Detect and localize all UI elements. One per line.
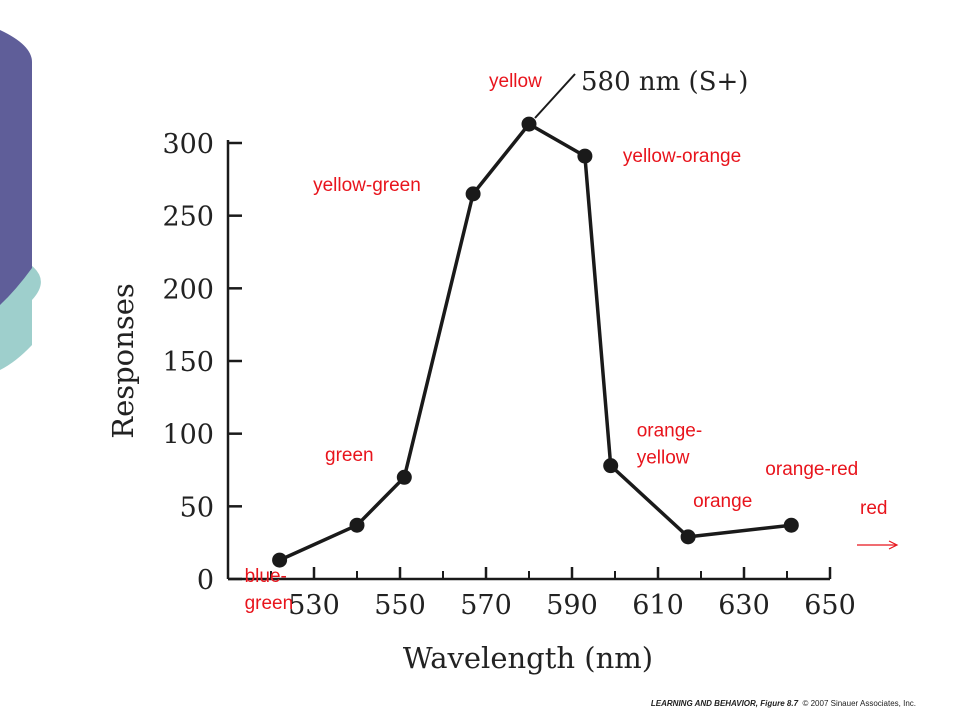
purple-accent-shape: [0, 30, 32, 305]
x-tick-label-6: 650: [804, 590, 856, 621]
color-labels: blue-green green yellow-green yellow yellow-…: [245, 71, 888, 614]
color-label-2: yellow-green: [313, 175, 421, 196]
data-point-5: [577, 148, 593, 164]
y-tick-label-6: 300: [162, 129, 214, 160]
y-tick-label-0: 0: [197, 565, 214, 596]
x-tick-label-1: 550: [374, 590, 426, 621]
y-tick-label-4: 200: [162, 274, 214, 305]
y-tick-label-5: 250: [162, 202, 214, 233]
data-point-8: [783, 517, 799, 533]
data-point-1: [349, 517, 365, 533]
x-tick-label-0: 530: [288, 590, 340, 621]
x-tick-label-3: 590: [546, 590, 598, 621]
x-tick-label-5: 630: [718, 590, 770, 621]
data-point-2: [396, 469, 412, 485]
x-tick-label-2: 570: [460, 590, 512, 621]
color-label-1: green: [325, 445, 374, 466]
color-label-6: orange: [693, 491, 752, 512]
data-point-3: [465, 186, 481, 202]
axes: [226, 140, 830, 581]
data-point-4: [521, 116, 537, 132]
color-label-5: orange-yellow: [637, 421, 703, 469]
y-tick-label-3: 150: [162, 347, 214, 378]
color-label-4: yellow-orange: [623, 146, 741, 167]
data-point-6: [603, 458, 619, 474]
color-label-8: red: [860, 498, 887, 519]
data-point-0: [272, 552, 288, 568]
color-label-0: blue-green: [245, 566, 294, 614]
figure-credit: LEARNING AND BEHAVIOR, Figure 8.7 © 2007…: [651, 699, 916, 708]
y-tick-label-1: 50: [180, 492, 214, 523]
red-arrow: [857, 540, 899, 550]
x-tick-label-4: 610: [632, 590, 684, 621]
red-arrow-head: [888, 540, 899, 550]
y-ticks: 0 50 100 150 200 250 300: [162, 129, 242, 596]
color-label-3: yellow: [489, 71, 542, 92]
y-tick-label-2: 100: [162, 420, 214, 451]
x-axis-title: Wavelength (nm): [403, 641, 653, 675]
color-label-7: orange-red: [765, 459, 858, 480]
credit-copyright: © 2007 Sinauer Associates, Inc.: [802, 699, 916, 708]
credit-book-title: LEARNING AND BEHAVIOR, Figure 8.7: [650, 699, 799, 708]
data-point-7: [680, 529, 696, 545]
annotation-label: 580 nm (S+): [581, 67, 748, 97]
annotation-leader: [534, 73, 576, 119]
x-ticks: 530 550 570 590 610 630 650: [270, 567, 856, 621]
points-layer: [272, 116, 799, 568]
y-axis-title: Responses: [106, 283, 140, 439]
